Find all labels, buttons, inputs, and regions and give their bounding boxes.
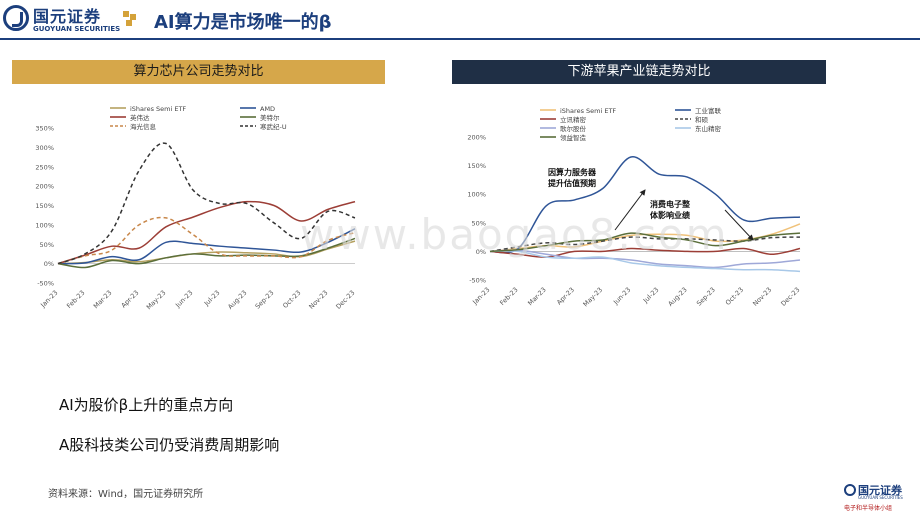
bullet-point-2: A股科技类公司仍受消费周期影响 [59, 436, 280, 454]
annotation-consumer-electronics: 消费电子整体影响业绩 [650, 199, 690, 220]
left-chart-title: 算力芯片公司走势对比 [12, 60, 385, 84]
legend-label-5: 东山精密 [695, 124, 722, 133]
source-note: 资料来源：Wind，国元证券研究所 [48, 489, 204, 500]
y-tick-label: 200% [35, 183, 54, 191]
legend-label-6: 领益智造 [560, 133, 587, 142]
legend-label-3: 和硕 [695, 115, 709, 124]
right-chart-title: 下游苹果产业链走势对比 [452, 60, 826, 84]
logo-chinese-name: 国元证券 [33, 7, 102, 26]
x-tick-label: May-23 [145, 289, 168, 312]
x-tick-label: Sep-23 [695, 286, 717, 308]
arrow-down-annotation [724, 209, 754, 241]
y-tick-label: -50% [37, 280, 54, 288]
y-tick-label: 150% [35, 202, 54, 210]
x-tick-label: Sep-23 [254, 289, 276, 311]
arrow-up-annotation [614, 189, 646, 231]
line-series-0 [57, 240, 356, 265]
guoyuan-emblem-icon [3, 5, 29, 31]
y-tick-label: 250% [35, 163, 54, 171]
x-tick-label: Jan-23 [470, 286, 491, 307]
logo-english-name: GUOYUAN SECURITIES [33, 25, 121, 33]
legend-label-2: 立讯精密 [560, 115, 587, 124]
y-tick-label: 150% [467, 162, 486, 170]
footer-logo: 国元证券 GUOYUAN SECURITIES 电子和半导体小组 [842, 482, 918, 514]
x-tick-label: Dec-23 [779, 286, 801, 308]
x-tick-label: Aug-23 [226, 289, 248, 311]
watermark-text: www.baogao8.com [300, 210, 729, 259]
line-series-4 [489, 249, 801, 269]
logo-squares-icon [123, 11, 137, 29]
x-tick-label: Feb-23 [498, 286, 519, 307]
bullet-point-1: AI为股价β上升的重点方向 [59, 396, 234, 414]
legend-label-2: 英伟达 [130, 113, 150, 122]
line-series-3 [489, 236, 801, 253]
y-tick-label: 100% [467, 191, 486, 199]
legend-label-1: AMD [260, 105, 275, 113]
header-divider [0, 38, 920, 40]
legend-label-3: 美特尔 [260, 113, 280, 122]
y-tick-label: 300% [35, 144, 54, 152]
line-series-5 [57, 142, 356, 265]
y-tick-label: 200% [467, 134, 486, 142]
legend-label-5: 寒武纪-U [260, 122, 287, 131]
y-tick-label: 350% [35, 125, 54, 133]
footer-logo-cn: 国元证券 [858, 484, 902, 497]
guoyuan-logo: 国元证券 GUOYUAN SECURITIES [3, 3, 143, 37]
footer-emblem-icon [844, 484, 856, 496]
x-tick-label: Jan-23 [38, 289, 59, 310]
x-tick-label: Apr-23 [120, 289, 141, 310]
x-tick-label: Feb-23 [65, 289, 86, 310]
line-series-3 [57, 237, 356, 269]
y-tick-label: 50% [40, 241, 54, 249]
page-title: AI算力是市场唯一的β [154, 12, 332, 33]
y-tick-label: 0% [476, 248, 486, 256]
legend-label-0: iShares Semi ETF [130, 105, 186, 113]
line-series-4 [57, 216, 356, 265]
x-tick-label: Mar-23 [526, 286, 548, 308]
line-series-5 [489, 250, 801, 273]
x-tick-label: Dec-23 [334, 289, 356, 311]
footer-team-name: 电子和半导体小组 [844, 505, 893, 512]
x-tick-label: Nov-23 [307, 289, 329, 311]
x-tick-label: May-23 [582, 286, 605, 309]
legend-label-4: 歌尔股份 [560, 124, 587, 133]
y-tick-label: 50% [472, 219, 486, 227]
x-tick-label: Jun-23 [173, 289, 194, 310]
line-series-1 [489, 156, 801, 254]
page-header: 国元证券 GUOYUAN SECURITIES AI算力是市场唯一的β [0, 0, 920, 40]
y-tick-label: -50% [469, 277, 486, 285]
legend-label-1: 工业富联 [695, 106, 722, 115]
line-series-6 [489, 232, 801, 253]
x-tick-label: Oct-23 [724, 286, 745, 307]
x-tick-label: Mar-23 [92, 289, 114, 311]
y-tick-label: 100% [35, 221, 54, 229]
x-tick-label: Jul-23 [202, 289, 221, 308]
x-tick-label: Oct-23 [281, 289, 302, 310]
annotation-ai-server: 因算力服务器提升估值预期 [548, 167, 597, 188]
legend-label-0: iShares Semi ETF [560, 107, 616, 115]
legend-label-4: 海光信息 [130, 122, 157, 131]
x-tick-label: Apr-23 [555, 286, 576, 307]
x-tick-label: Jul-23 [641, 286, 660, 305]
x-tick-label: Nov-23 [751, 286, 773, 308]
x-tick-label: Jun-23 [611, 286, 632, 307]
line-series-2 [57, 200, 356, 265]
x-tick-label: Aug-23 [667, 286, 689, 308]
y-tick-label: 0% [44, 260, 54, 268]
footer-logo-en: GUOYUAN SECURITIES [858, 495, 903, 500]
